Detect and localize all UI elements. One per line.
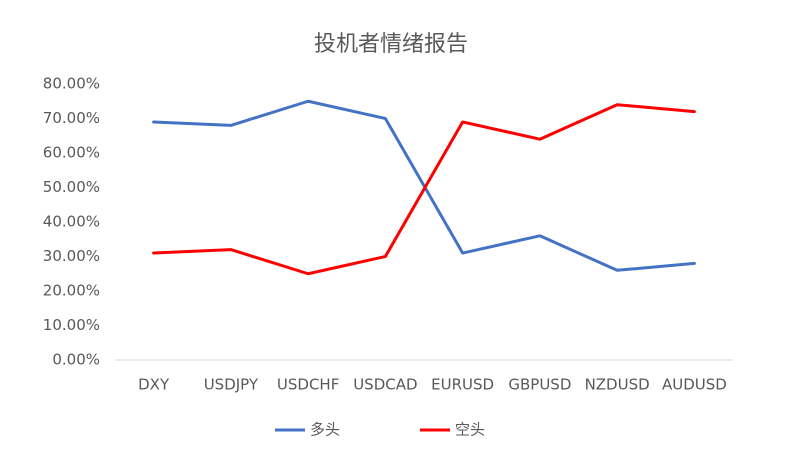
y-tick-label: 70.00% [43,109,100,127]
x-tick-label: EURUSD [431,376,494,394]
series-line [152,99,696,272]
y-tick-label: 80.00% [43,75,100,93]
y-tick-label: 10.00% [43,316,100,334]
x-tick-label: USDCHF [277,376,339,394]
series-line [152,103,696,276]
legend-label: 多头 [310,421,340,439]
y-tick-label: 0.00% [52,351,100,369]
chart-title: 投机者情绪报告 [314,32,468,57]
y-tick-label: 40.00% [43,213,100,231]
x-tick-label: NZDUSD [585,376,650,394]
y-tick-label: 30.00% [43,247,100,265]
y-tick-label: 50.00% [43,178,100,196]
x-tick-label: GBPUSD [508,376,571,394]
y-tick-label: 60.00% [43,144,100,162]
x-tick-label: AUDUSD [662,376,727,394]
y-tick-label: 20.00% [43,282,100,300]
x-tick-label: DXY [138,376,170,394]
legend-label: 空头 [455,421,485,439]
x-tick-label: USDJPY [204,376,259,394]
x-tick-label: USDCAD [353,376,417,394]
